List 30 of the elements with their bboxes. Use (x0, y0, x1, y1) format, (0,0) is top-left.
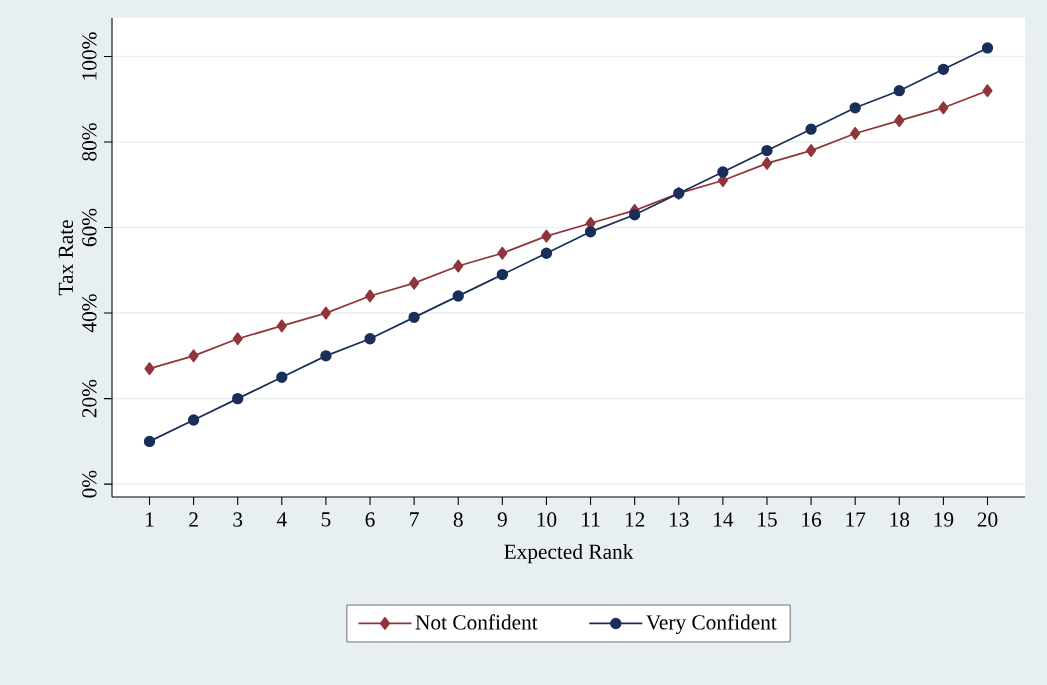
x-tick-label: 8 (453, 512, 463, 527)
y-tick-label: 40% (82, 294, 97, 333)
x-tick-label: 9 (497, 512, 507, 527)
x-tick-label: 18 (890, 512, 910, 527)
x-tick-label: 6 (365, 512, 375, 527)
y-tick-label: 20% (82, 379, 97, 418)
x-tick-label: 1 (146, 512, 154, 527)
x-tick-label: 5 (321, 512, 331, 527)
x-tick-label: 19 (934, 512, 954, 527)
x-tick-label: 2 (189, 512, 198, 527)
y-axis-title: Tax Rate (58, 220, 74, 296)
x-tick-label: 13 (669, 512, 689, 527)
x-tick-label: 10 (537, 512, 557, 527)
x-tick-label: 20 (977, 512, 998, 527)
x-tick-label: 3 (233, 512, 243, 527)
y-tick-label: 100% (82, 32, 97, 80)
x-tick-label: 7 (410, 512, 419, 527)
legend-label: Not Confident (415, 614, 538, 630)
x-tick-label: 12 (625, 512, 645, 527)
x-axis-title: Expected Rank (504, 543, 634, 564)
y-tick-label: 0% (82, 470, 97, 498)
y-tick-label: 60% (82, 208, 97, 247)
x-tick-label: 11 (582, 512, 600, 527)
x-tick-label: 15 (758, 512, 777, 527)
x-tick-label: 16 (802, 512, 822, 527)
x-tick-label: 4 (276, 512, 287, 527)
y-tick-label: 80% (82, 123, 97, 161)
legend-label: Very Confident (646, 614, 777, 634)
x-tick-label: 17 (846, 512, 866, 527)
x-tick-label: 14 (714, 512, 734, 527)
